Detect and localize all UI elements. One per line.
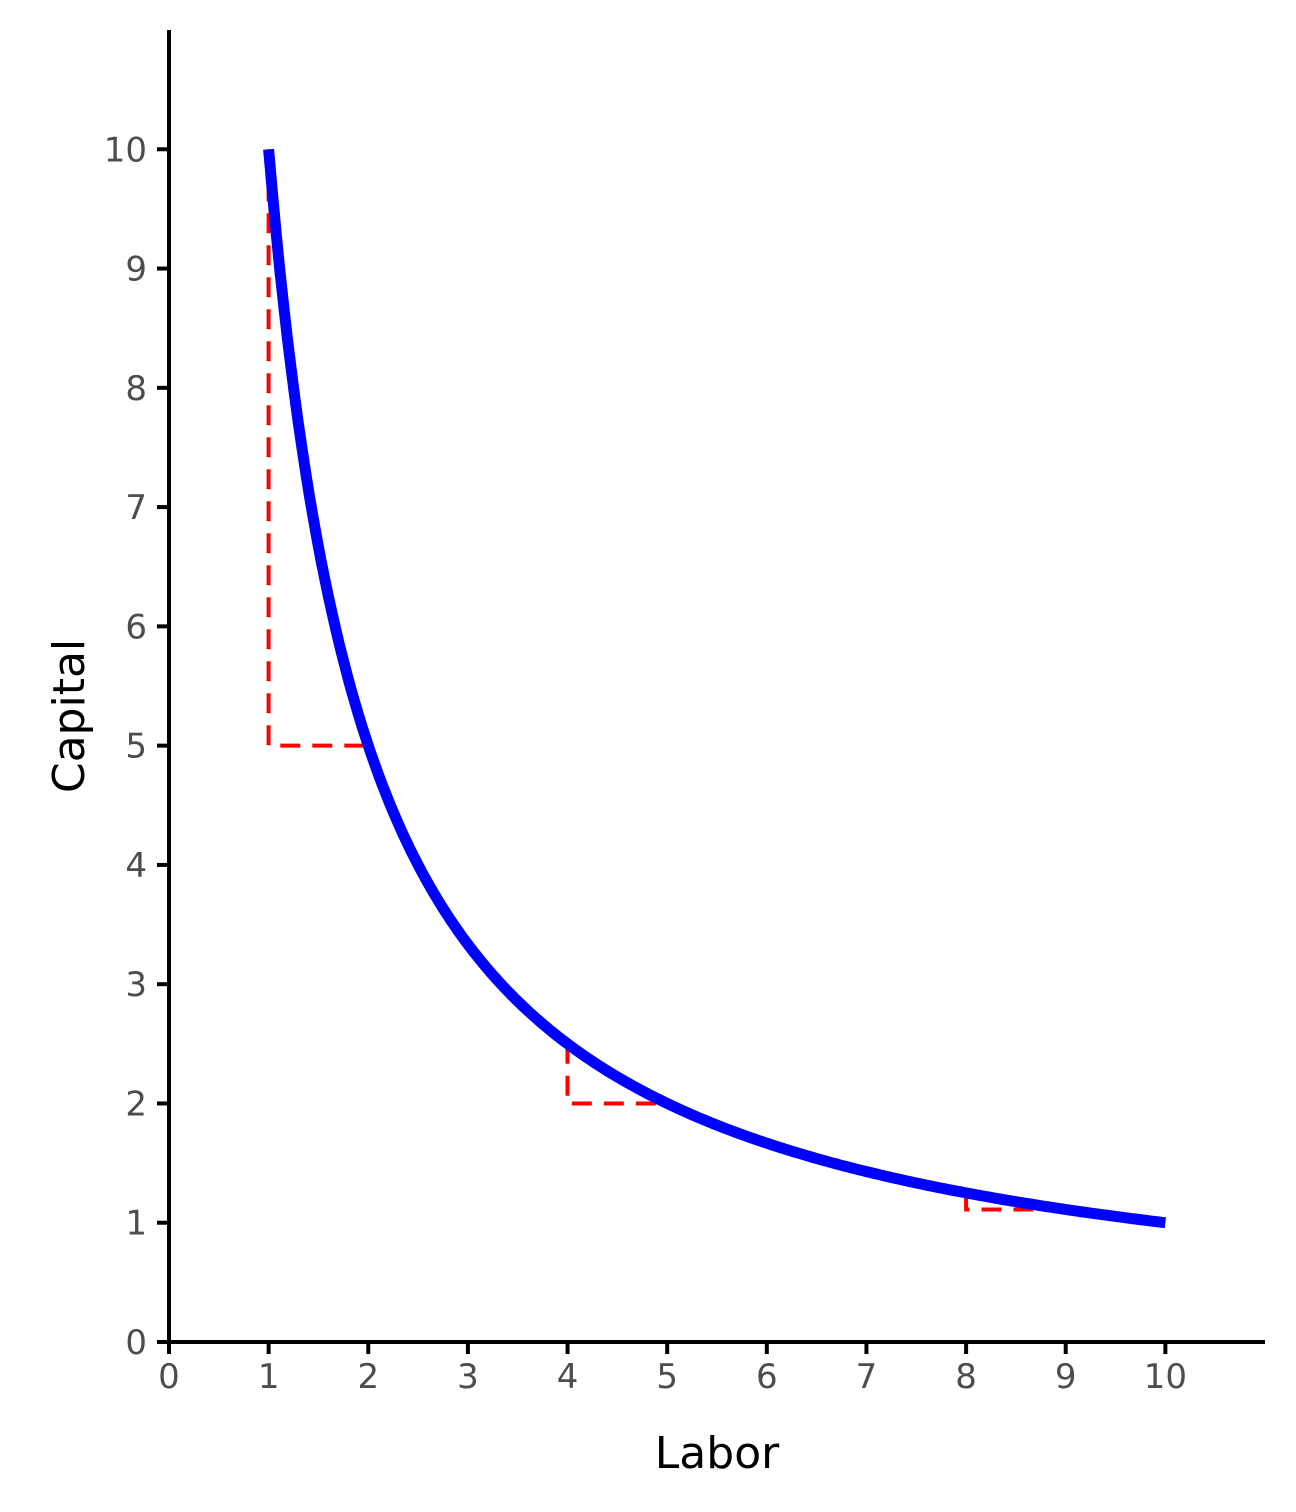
- y-tick-label: 3: [125, 965, 147, 1005]
- x-tick-label: 1: [258, 1357, 280, 1397]
- isoquant-curve: [263, 148, 1168, 1229]
- dashed-step: [565, 1043, 668, 1106]
- x-tick-label: 5: [656, 1357, 678, 1397]
- x-tick-label: 4: [557, 1357, 579, 1397]
- x-tick-label: 3: [457, 1357, 479, 1397]
- y-tick-label: 7: [125, 488, 147, 528]
- y-tick-label: 10: [104, 130, 147, 170]
- dashed-step: [266, 149, 369, 748]
- x-tick-label: 6: [756, 1357, 778, 1397]
- x-tick-label: 2: [357, 1357, 379, 1397]
- y-tick-label: 5: [125, 727, 147, 767]
- x-axis-title: Labor: [655, 1428, 780, 1479]
- y-axis-ticks: 0 1 2 3 4 5 6 7 8 9 10: [104, 130, 169, 1363]
- series-layer: [263, 148, 1168, 1229]
- x-tick-label: 7: [856, 1357, 878, 1397]
- y-tick-label: 9: [125, 250, 147, 290]
- y-tick-label: 1: [125, 1204, 147, 1244]
- y-tick-label: 8: [125, 369, 147, 409]
- y-tick-label: 0: [125, 1323, 147, 1363]
- x-tick-label: 9: [1055, 1357, 1077, 1397]
- y-tick-label: 4: [125, 846, 147, 886]
- y-axis-title: Capital: [44, 639, 95, 793]
- y-tick-label: 2: [125, 1084, 147, 1124]
- dashed-step-annotations: [266, 149, 1066, 1212]
- x-tick-label: 0: [158, 1357, 180, 1397]
- x-axis-ticks: 0 1 2 3 4 5 6 7 8 9 10: [158, 1342, 1187, 1397]
- y-tick-label: 6: [125, 607, 147, 647]
- x-tick-label: 10: [1144, 1357, 1187, 1397]
- x-tick-label: 8: [955, 1357, 977, 1397]
